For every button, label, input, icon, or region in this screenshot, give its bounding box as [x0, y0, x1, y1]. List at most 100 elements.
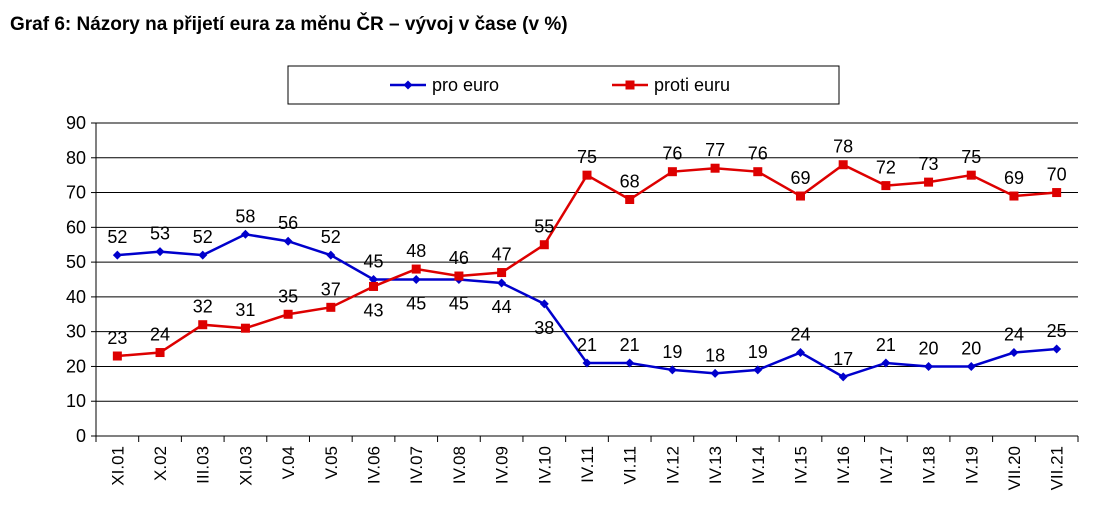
data-label: 48: [406, 241, 426, 261]
data-label: 35: [278, 286, 298, 306]
data-point: [539, 240, 549, 250]
data-point: [240, 229, 250, 239]
x-tick-label: IV.14: [749, 446, 768, 484]
data-label: 52: [193, 227, 213, 247]
data-label: 21: [577, 335, 597, 355]
data-label: 24: [1004, 325, 1024, 345]
series-line-pro-euro: [117, 232, 1057, 379]
x-tick-label: IV.18: [920, 446, 939, 484]
data-point: [1052, 344, 1062, 354]
x-tick-label: IV.16: [834, 446, 853, 484]
data-label: 21: [620, 335, 640, 355]
y-tick-label: 80: [66, 148, 86, 168]
data-point: [155, 247, 165, 257]
data-label: 45: [364, 252, 384, 272]
data-point: [1052, 188, 1062, 198]
data-point: [369, 275, 379, 284]
y-tick-label: 50: [66, 252, 86, 272]
x-tick-label: IV.11: [578, 446, 597, 483]
data-label: 23: [107, 328, 127, 348]
data-label: 58: [235, 206, 255, 226]
data-label: 46: [449, 248, 469, 268]
data-label: 32: [193, 297, 213, 317]
data-label: 47: [492, 245, 512, 265]
x-tick-label: IV.13: [706, 446, 725, 484]
x-tick-label: X.02: [151, 446, 170, 481]
data-label: 24: [150, 325, 170, 345]
data-label: 21: [876, 335, 896, 355]
x-tick-label: IV.17: [877, 446, 896, 484]
x-tick-label: III.03: [194, 446, 213, 484]
data-point: [326, 250, 336, 260]
data-point: [966, 361, 976, 371]
data-point: [667, 167, 677, 177]
x-tick-label: XI.01: [108, 446, 127, 486]
data-point: [497, 268, 507, 278]
data-label: 25: [1047, 321, 1067, 341]
data-label: 45: [406, 294, 426, 314]
x-tick-label: VII.21: [1048, 446, 1067, 490]
data-point: [966, 170, 976, 180]
data-label: 73: [919, 154, 939, 174]
data-label: 75: [577, 147, 597, 167]
x-tick-label: IV.08: [450, 446, 469, 484]
data-point: [625, 195, 635, 205]
data-label: 18: [705, 345, 725, 365]
data-point: [497, 278, 507, 288]
data-label: 19: [748, 342, 768, 362]
data-point: [411, 264, 421, 274]
legend-label: pro euro: [432, 75, 499, 95]
data-label: 38: [534, 318, 554, 338]
data-label: 45: [449, 294, 469, 314]
x-tick-label: V.05: [322, 446, 341, 479]
data-point: [454, 271, 464, 281]
data-point: [369, 281, 379, 291]
x-tick-label: IV.19: [962, 446, 981, 484]
data-label: 31: [235, 300, 255, 320]
data-label: 77: [705, 140, 725, 160]
data-label: 69: [1004, 168, 1024, 188]
data-point: [283, 236, 293, 246]
series-group: [112, 160, 1062, 382]
x-tick-label: IV.06: [365, 446, 384, 484]
data-label: 43: [364, 300, 384, 320]
data-point: [753, 365, 763, 375]
data-label: 55: [534, 217, 554, 237]
data-point: [112, 250, 122, 260]
y-tick-label: 40: [66, 287, 86, 307]
data-label: 52: [107, 227, 127, 247]
x-axis-ticks: XI.01 X.02 III.03 XI.03 V.04 V.05 IV.06 IV.07 IV…: [95, 436, 1079, 490]
data-point: [283, 309, 293, 319]
data-point: [838, 160, 848, 170]
data-point: [795, 191, 805, 201]
data-point: [625, 358, 635, 368]
legend-marker: [403, 80, 413, 90]
data-point: [240, 323, 250, 333]
x-tick-label: V.04: [279, 446, 298, 479]
data-point: [582, 358, 592, 368]
data-label: 37: [321, 279, 341, 299]
y-tick-label: 0: [76, 426, 86, 446]
axes: [95, 123, 1078, 437]
legend-box: [287, 65, 840, 105]
data-point: [881, 358, 891, 368]
data-point: [326, 302, 336, 312]
y-tick-label: 60: [66, 217, 86, 237]
data-point: [753, 167, 763, 177]
data-point: [155, 348, 165, 358]
x-tick-label: XI.03: [236, 446, 255, 486]
data-point: [1009, 348, 1019, 358]
x-tick-label: IV.12: [663, 446, 682, 484]
x-tick-label: VII.20: [1005, 446, 1024, 490]
data-point: [795, 348, 805, 358]
legend-label: proti euru: [654, 75, 730, 95]
data-label: 75: [961, 147, 981, 167]
data-label: 53: [150, 224, 170, 244]
data-point: [924, 177, 934, 187]
data-label: 72: [876, 158, 896, 178]
data-point: [710, 163, 720, 173]
data-label: 20: [961, 338, 981, 358]
data-point: [710, 368, 720, 378]
data-label: 24: [790, 325, 810, 345]
